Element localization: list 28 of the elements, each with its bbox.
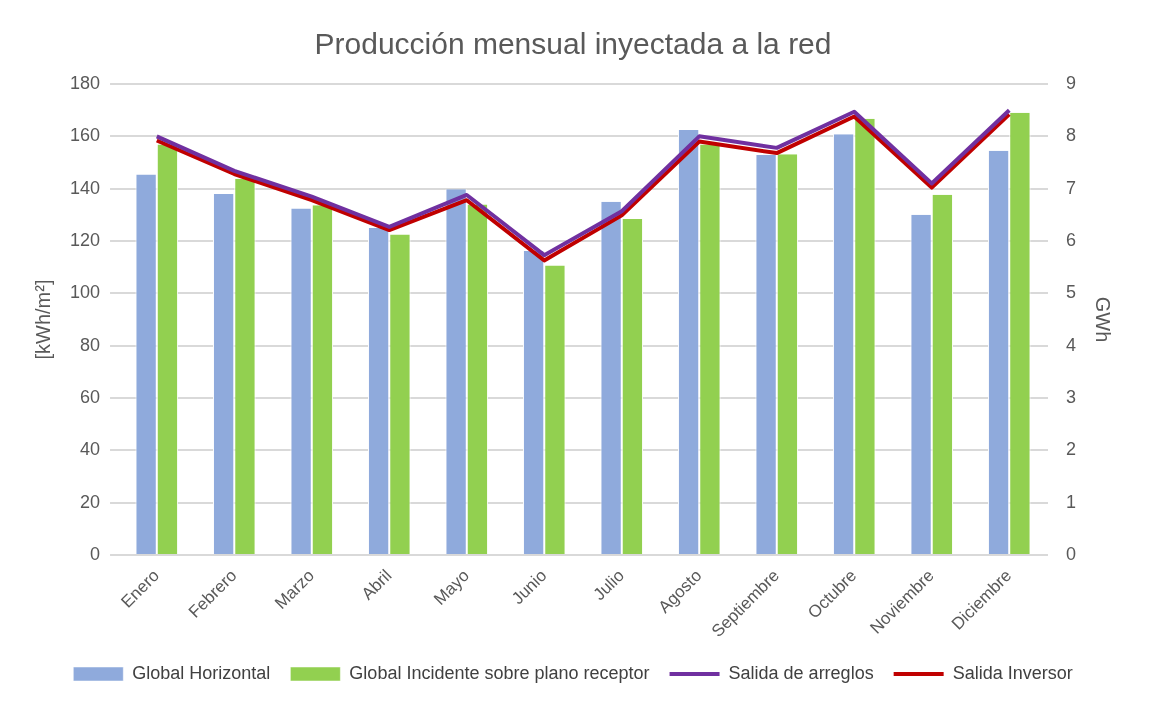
y-tick-label: 120 [69, 230, 101, 250]
y2-tick-label: 8 [1065, 125, 1076, 146]
y2-tick-label: 9 [1065, 72, 1076, 93]
y2-tick-label: 4 [1065, 334, 1076, 355]
y-tick-label: 160 [69, 125, 101, 146]
y2-tick-label: 6 [1065, 230, 1076, 250]
y2-tick-label: 5 [1065, 282, 1076, 303]
y-axis-title: [kWh/m²] [31, 279, 54, 360]
y-tick-label: 80 [80, 334, 101, 355]
y2-tick-label: 2 [1065, 439, 1076, 460]
y2-axis-title: GWh [1092, 296, 1115, 343]
y-tick-label: 180 [69, 72, 101, 93]
legend-label: Salida Inversor [952, 662, 1073, 683]
y2-tick-label: 7 [1065, 177, 1076, 198]
y2-tick-label: 1 [1065, 491, 1076, 512]
legend-label: Salida de arreglos [728, 662, 874, 683]
y-tick-label: 140 [69, 177, 101, 198]
y-tick-label: 40 [80, 439, 101, 460]
y-tick-label: 20 [80, 491, 101, 512]
y-tick-label: 0 [90, 544, 101, 565]
y2-tick-label: 0 [1065, 544, 1076, 565]
legend-label: Global Incidente sobre plano receptor [349, 662, 650, 683]
x-tick-label: Julio [589, 566, 628, 605]
y2-tick-label: 3 [1065, 387, 1076, 408]
y-tick-label: 100 [69, 282, 101, 303]
y-tick-label: 60 [80, 387, 101, 408]
legend-label: Global Horizontal [132, 662, 271, 683]
chart-title: Producción mensual inyectada a la red [314, 27, 832, 61]
